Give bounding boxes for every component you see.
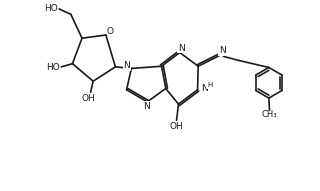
Text: O: O xyxy=(107,27,114,36)
Text: OH: OH xyxy=(170,121,183,131)
Text: HO: HO xyxy=(46,63,60,72)
Text: N: N xyxy=(144,102,150,111)
Text: N: N xyxy=(201,84,208,93)
Text: H: H xyxy=(207,82,212,88)
Text: N: N xyxy=(178,44,184,53)
Text: CH₃: CH₃ xyxy=(262,110,277,119)
Text: N: N xyxy=(219,46,226,55)
Text: N: N xyxy=(124,61,130,70)
Text: HO: HO xyxy=(44,4,58,13)
Text: OH: OH xyxy=(82,94,95,103)
